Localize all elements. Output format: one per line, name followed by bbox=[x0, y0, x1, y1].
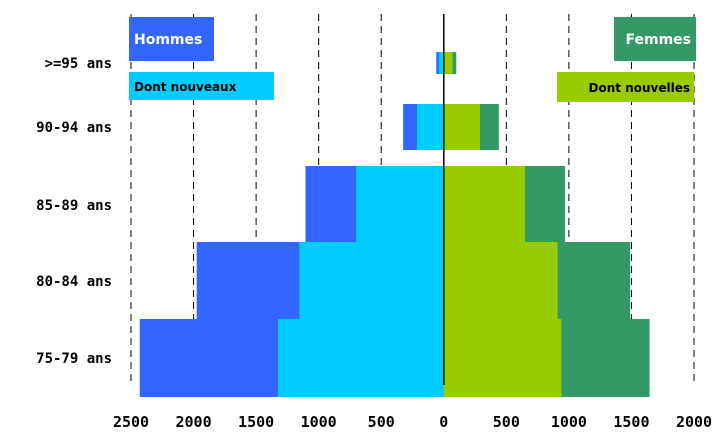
x-tick-label: 0 bbox=[439, 413, 448, 431]
bar-dont-nouveaux bbox=[299, 242, 444, 320]
x-tick-label: 2000 bbox=[175, 413, 211, 431]
category-label: >=95 ans bbox=[45, 56, 112, 72]
bar-dont-nouveaux bbox=[438, 52, 444, 74]
legend-swatch-femmes bbox=[614, 17, 696, 61]
legend-label-femmes: Femmes bbox=[626, 32, 692, 48]
x-tick-label: 1500 bbox=[238, 413, 274, 431]
legend-label-dont-nouveaux: Dont nouveaux bbox=[134, 80, 237, 94]
bar-dont-nouveaux bbox=[416, 104, 444, 150]
category-label: 90-94 ans bbox=[36, 120, 112, 136]
x-tick-label: 1000 bbox=[301, 413, 337, 431]
bar-dont-nouvelles bbox=[443, 242, 558, 320]
category-label: 80-84 ans bbox=[36, 274, 112, 290]
bar-dont-nouvelles bbox=[443, 166, 526, 244]
legend: Hommes Dont nouveaux Femmes Dont nouvelles bbox=[129, 17, 696, 102]
bar-dont-nouveaux bbox=[356, 166, 444, 244]
legend-label-hommes: Hommes bbox=[134, 32, 202, 48]
category-label: 85-89 ans bbox=[36, 198, 112, 214]
x-tick-label: 1500 bbox=[613, 413, 649, 431]
legend-swatch-hommes bbox=[129, 17, 214, 61]
x-tick-label: 2000 bbox=[676, 413, 712, 431]
bar-dont-nouvelles bbox=[443, 319, 562, 397]
x-tick-label: 500 bbox=[368, 413, 395, 431]
category-label: 75-79 ans bbox=[36, 351, 112, 367]
legend-swatch-dont-nouvelles bbox=[557, 72, 694, 102]
bar-dont-nouvelles bbox=[443, 52, 453, 74]
legend-label-dont-nouvelles: Dont nouvelles bbox=[589, 81, 690, 95]
bar-dont-nouveaux bbox=[278, 319, 444, 397]
x-tick-labels: 2500 2000 1500 1000 500 0 500 1000 1500 2000 bbox=[113, 413, 712, 431]
category-labels: >=95 ans 90-94 ans 85-89 ans 80-84 ans 75-79… bbox=[36, 56, 112, 367]
x-tick-label: 2500 bbox=[113, 413, 149, 431]
x-tick-label: 500 bbox=[493, 413, 520, 431]
bar-dont-nouvelles bbox=[443, 104, 481, 150]
x-tick-label: 1000 bbox=[551, 413, 587, 431]
legend-swatch-dont-nouveaux bbox=[129, 72, 274, 100]
bars bbox=[139, 52, 650, 397]
